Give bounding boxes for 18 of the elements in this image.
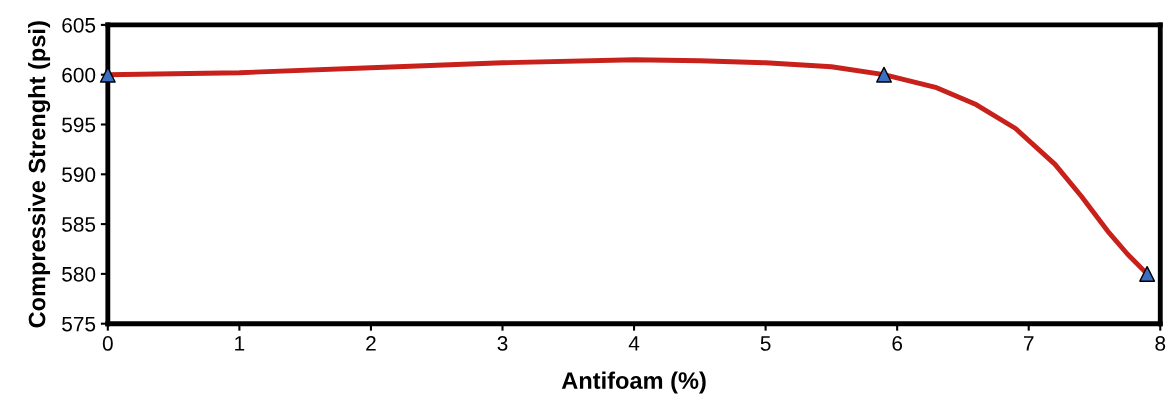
y-tick-label: 595 [62,117,96,133]
y-tick-label: 590 [62,167,96,183]
x-tick-label: 7 [1024,336,1034,351]
x-tick-label: 5 [760,336,771,351]
y-tick-label: 585 [62,217,96,232]
x-tick-label: 4 [628,336,640,351]
x-axis-title: Antifoam (%) [561,371,706,394]
x-tick-label: 3 [497,336,508,351]
x-tick-label: 2 [366,336,376,351]
y-axis-title: Compressive Strenght (psi) [28,21,51,328]
y-tick-label: 575 [62,316,96,332]
y-tick-label: 580 [62,266,96,282]
x-tick-label: 1 [235,336,245,351]
y-tick-label: 605 [62,17,96,33]
y-tick-label: 600 [62,67,96,83]
x-tick-label: 8 [1155,336,1166,351]
x-tick-label: 0 [102,336,113,351]
x-tick-label: 6 [892,336,903,351]
